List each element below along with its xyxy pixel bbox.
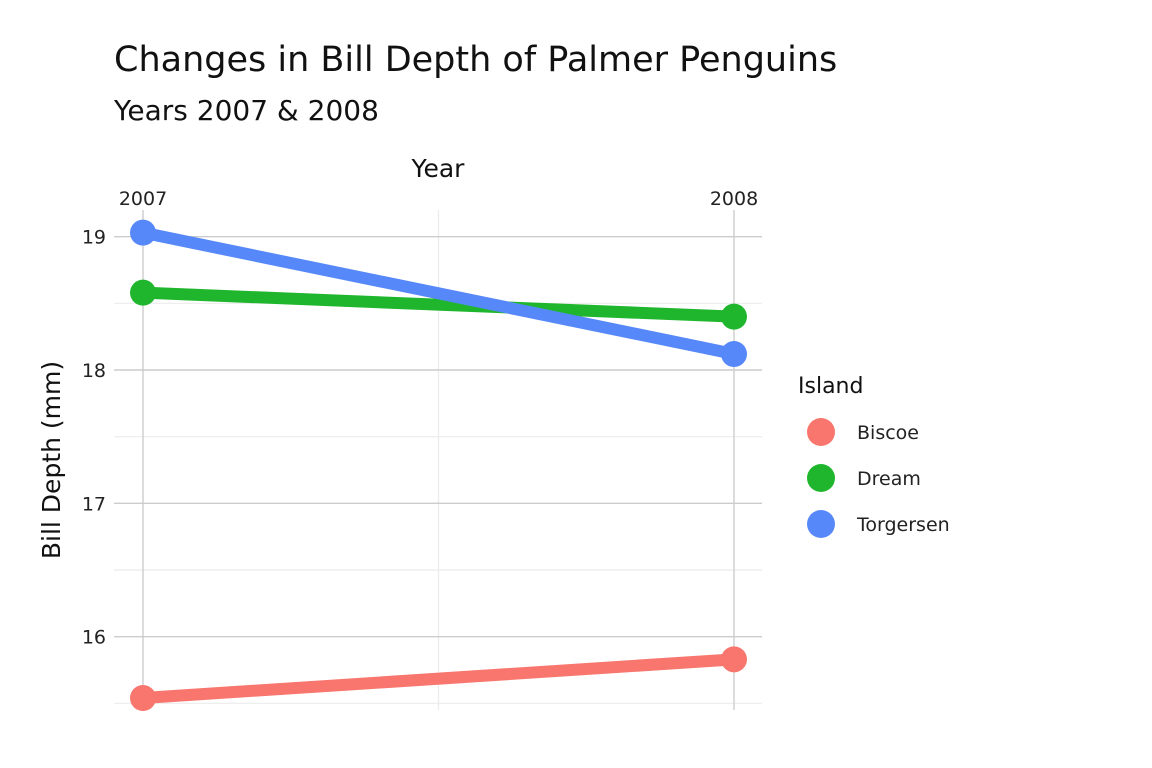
series-line-torgersen	[141, 226, 736, 360]
legend-label-torgersen: Torgersen	[856, 514, 950, 536]
series-layer	[130, 219, 747, 711]
x-tick-label: 2007	[119, 188, 167, 210]
legend-label-dream: Dream	[857, 468, 921, 490]
data-point-dream	[130, 279, 156, 306]
data-point-torgersen	[721, 341, 747, 367]
y-axis-label: Bill Depth (mm)	[37, 361, 66, 559]
series-line-biscoe	[142, 653, 735, 704]
chart-subtitle: Years 2007 & 2008	[114, 94, 379, 127]
legend: Island Biscoe Dream Torgersen	[798, 374, 950, 538]
data-point-dream	[721, 303, 747, 330]
y-tick-label: 17	[82, 493, 106, 515]
legend-title: Island	[798, 374, 863, 399]
series-line-dream	[142, 286, 735, 323]
axis-layer: Year Bill Depth (mm) 16 17 18 19 2007 2008	[37, 154, 758, 649]
y-tick-label: 19	[82, 227, 106, 249]
data-point-torgersen	[130, 219, 156, 246]
legend-key-torgersen	[807, 510, 835, 538]
x-tick-label: 2008	[710, 188, 758, 210]
chart-title: Changes in Bill Depth of Palmer Penguins	[114, 40, 838, 80]
data-point-biscoe	[130, 685, 156, 711]
legend-key-biscoe	[807, 418, 835, 446]
grid-layer	[114, 210, 762, 710]
y-tick-label: 16	[82, 627, 106, 649]
legend-label-biscoe: Biscoe	[857, 422, 919, 444]
legend-key-dream	[807, 464, 835, 492]
y-tick-label: 18	[82, 360, 106, 382]
data-point-biscoe	[721, 646, 747, 673]
x-axis-label: Year	[411, 154, 466, 183]
